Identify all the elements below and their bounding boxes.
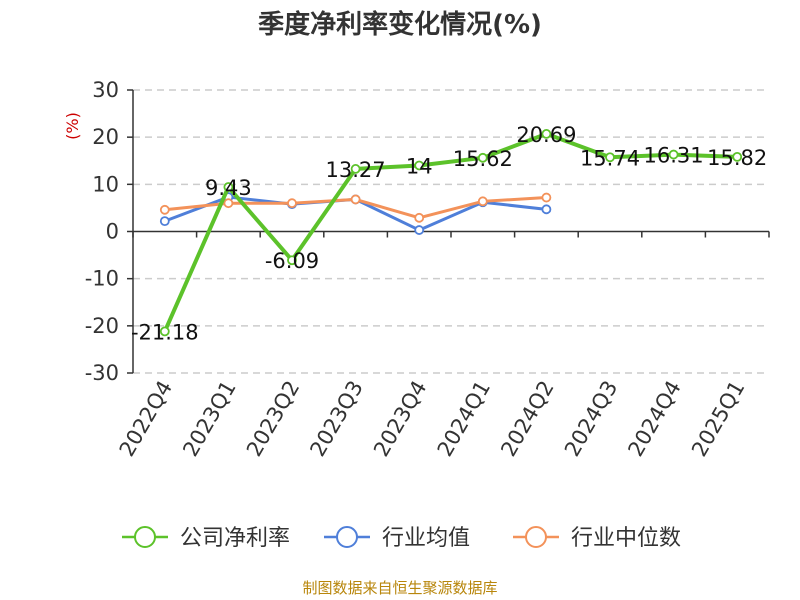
x-tick-label: 2025Q1 [687, 377, 749, 461]
x-tick-label: 2022Q4 [115, 377, 177, 461]
data-point [223, 198, 234, 209]
data-label: 9.43 [205, 176, 252, 200]
data-point [732, 151, 743, 162]
legend: 公司净利率 行业均值 行业中位数 [122, 526, 681, 551]
y-axis-label: (%) [63, 112, 82, 140]
legend-label: 行业中位数 [571, 526, 681, 551]
data-point [287, 198, 297, 209]
data-point [414, 212, 425, 223]
data-point [414, 160, 425, 171]
x-tick-labels: 2022Q4 2023Q1 2023Q2 2023Q3 2023Q4 2024Q1 2024… [115, 377, 750, 461]
data-point [159, 216, 170, 227]
data-label: -21.18 [131, 320, 199, 344]
source-note: 制图数据来自恒生聚源数据库 [302, 579, 497, 597]
data-label: 16.31 [644, 144, 704, 168]
data-point [414, 225, 425, 235]
x-tick-label: 2024Q3 [560, 377, 622, 461]
data-label: 15.82 [707, 146, 767, 170]
x-tick-label: 2023Q2 [242, 377, 304, 461]
data-point [159, 204, 170, 215]
data-label: 15.74 [580, 146, 640, 170]
y-tick-label: 10 [92, 172, 119, 196]
data-point [668, 149, 679, 160]
data-label: 13.27 [326, 158, 386, 182]
y-tick-label: -20 [85, 314, 119, 338]
axes [127, 89, 770, 374]
data-point [350, 194, 361, 205]
x-tick-label: 2024Q1 [433, 377, 495, 461]
chart-title: 季度净利率变化情况(%) [258, 9, 542, 40]
data-label: 14 [406, 154, 433, 178]
x-tick-label: 2024Q2 [496, 377, 558, 461]
data-point [541, 204, 552, 215]
y-tick-label: -10 [85, 267, 119, 291]
data-point [223, 182, 234, 192]
series-line-0 [162, 131, 738, 333]
y-tick-label: 20 [92, 125, 119, 149]
data-point [477, 152, 488, 163]
legend-label: 行业均值 [382, 526, 470, 551]
data-point [605, 152, 615, 163]
data-label: 15.62 [453, 147, 513, 171]
legend-marker [134, 526, 156, 548]
data-label: 20.69 [516, 123, 576, 147]
y-tick-labels: 30 20 10 0 -10 -20 -30 [85, 78, 119, 385]
x-tick-label: 2024Q4 [623, 377, 685, 461]
data-point [477, 196, 488, 207]
series-lines [159, 129, 743, 337]
data-point [541, 192, 552, 203]
y-tick-label: -30 [85, 361, 119, 385]
data-point [287, 255, 297, 266]
legend-marker [336, 526, 358, 548]
data-point [350, 164, 361, 174]
grid-lines [133, 89, 769, 374]
x-tick-label: 2023Q3 [305, 377, 367, 461]
x-tick-label: 2023Q1 [178, 377, 240, 461]
legend-marker [525, 526, 547, 548]
x-tick-label: 2023Q4 [369, 377, 431, 461]
legend-label: 公司净利率 [180, 526, 290, 551]
data-point [541, 129, 552, 139]
data-label: -6.09 [265, 249, 319, 273]
data-point [159, 326, 170, 337]
y-tick-label: 30 [92, 78, 119, 102]
y-tick-label: 0 [106, 220, 119, 244]
